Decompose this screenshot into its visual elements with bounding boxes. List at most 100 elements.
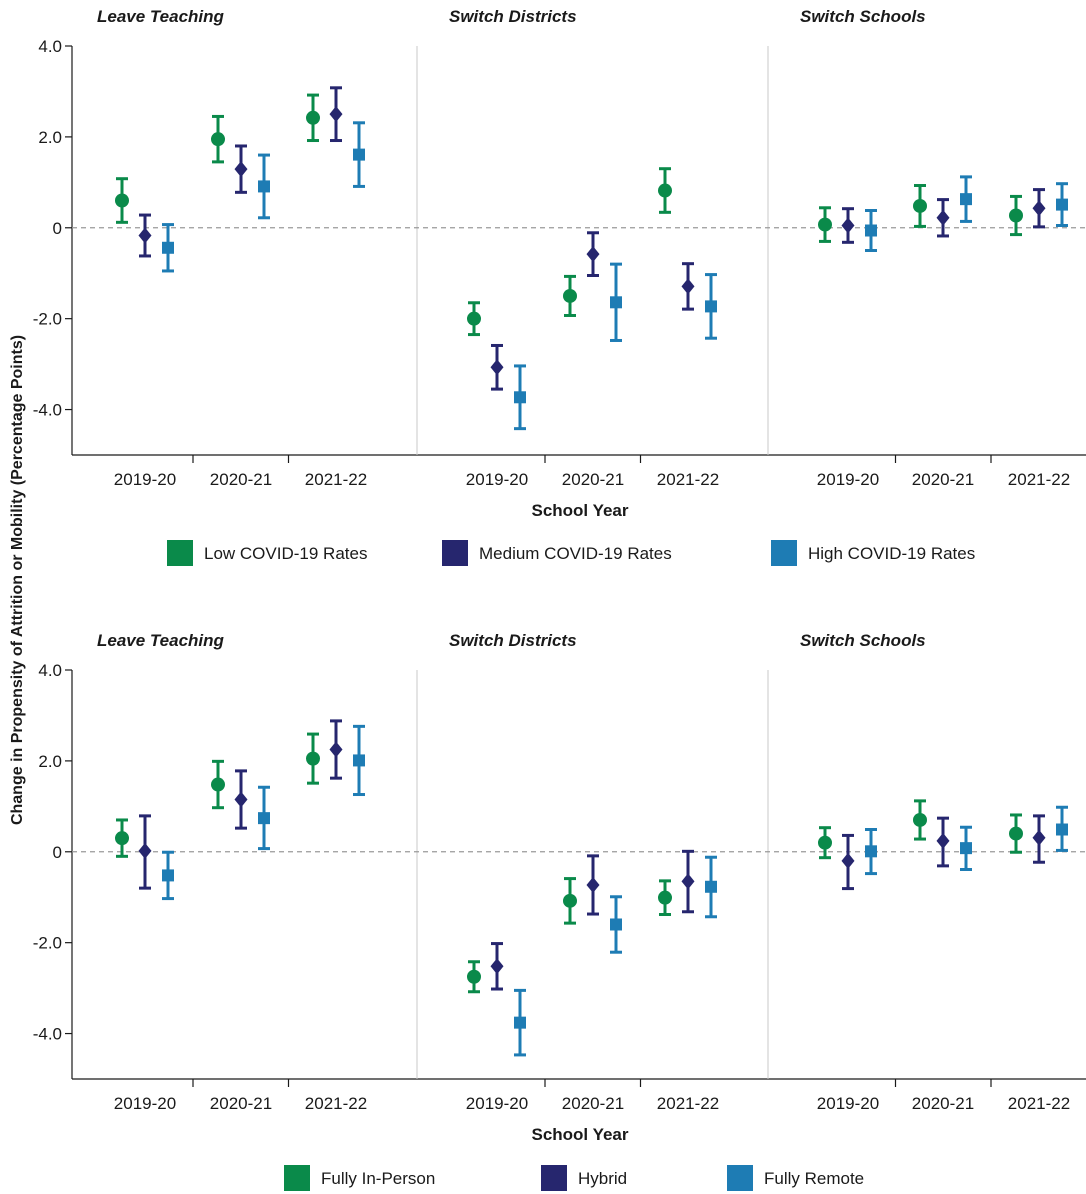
legend-label-fully-in-person: Fully In-Person	[321, 1169, 435, 1188]
data-point	[162, 241, 174, 254]
data-point	[514, 1016, 526, 1029]
data-point	[913, 812, 927, 827]
x-tick-label: 2021-22	[305, 1094, 367, 1113]
series-hybrid	[138, 719, 1046, 991]
data-point	[960, 842, 972, 855]
panel-title-switch-schools: Switch Schools	[800, 7, 926, 26]
x-tick-label: 2019-20	[466, 1094, 528, 1113]
series-fully-in-person	[115, 732, 1023, 994]
chart-covid-rates: 4.0 2.0 0 -2.0 -4.0 Leave Teaching Switch Dist…	[33, 7, 1086, 566]
legend-label-high-covid-19-rates: High COVID-19 Rates	[808, 544, 975, 563]
data-point	[115, 831, 129, 846]
data-point	[138, 842, 152, 859]
data-point	[115, 193, 129, 208]
data-point	[936, 832, 950, 849]
panel-title-switch-schools: Switch Schools	[800, 631, 926, 650]
data-point	[960, 193, 972, 206]
data-point	[514, 391, 526, 404]
x-tick-label: 2021-22	[1008, 470, 1070, 489]
data-point	[467, 969, 481, 984]
x-tick-label: 2019-20	[817, 470, 879, 489]
x-tick-label: 2020-21	[562, 1094, 624, 1113]
x-tick-label: 2019-20	[466, 470, 528, 489]
series-fully-remote	[162, 724, 1068, 1057]
data-point	[1032, 829, 1046, 846]
data-point	[353, 754, 365, 767]
data-point	[211, 777, 225, 792]
series-low-covid-19-rates	[115, 93, 1023, 337]
x-tick-label: 2021-22	[657, 1094, 719, 1113]
x-tick-label: 2019-20	[114, 1094, 176, 1113]
data-point	[818, 835, 832, 850]
data-point	[610, 918, 622, 931]
data-point	[234, 161, 248, 178]
data-point	[234, 791, 248, 808]
data-point	[1032, 200, 1046, 217]
legend-label-low-covid-19-rates: Low COVID-19 Rates	[204, 544, 367, 563]
data-point	[353, 148, 365, 161]
panel-title-switch-districts: Switch Districts	[449, 631, 577, 650]
data-point	[658, 183, 672, 198]
data-point	[1056, 198, 1068, 211]
data-point	[1009, 826, 1023, 841]
data-point	[705, 300, 717, 313]
legend-swatch-high-covid-19-rates	[771, 540, 797, 566]
data-point	[138, 227, 152, 244]
legend-swatch-fully-remote	[727, 1165, 753, 1191]
data-point	[1009, 208, 1023, 223]
data-point	[705, 880, 717, 893]
data-point	[490, 958, 504, 975]
data-point	[258, 812, 270, 825]
data-point	[586, 246, 600, 263]
data-point	[936, 209, 950, 226]
data-point	[563, 288, 577, 303]
data-point	[329, 741, 343, 758]
legend-swatch-low-covid-19-rates	[167, 540, 193, 566]
legend-label-fully-remote: Fully Remote	[764, 1169, 864, 1188]
data-point	[841, 217, 855, 234]
data-point	[563, 893, 577, 908]
series-medium-covid-19-rates	[138, 86, 1046, 391]
x-tick-label: 2020-21	[912, 470, 974, 489]
legend-label-medium-covid-19-rates: Medium COVID-19 Rates	[479, 544, 672, 563]
data-point	[681, 278, 695, 295]
data-point	[467, 311, 481, 326]
data-point	[818, 217, 832, 232]
y-axis-label: Change in Propensity of Attrition or Mob…	[9, 335, 26, 825]
data-point	[681, 873, 695, 890]
y-tick-label: -4.0	[33, 401, 62, 420]
x-tick-label: 2021-22	[657, 470, 719, 489]
data-point	[490, 359, 504, 376]
x-tick-label: 2021-22	[305, 470, 367, 489]
data-point	[610, 296, 622, 309]
data-point	[329, 106, 343, 123]
y-tick-label: 4.0	[38, 661, 62, 680]
y-tick-label: 0	[53, 843, 62, 862]
data-point	[865, 845, 877, 858]
data-point	[658, 890, 672, 905]
y-tick-label: 2.0	[38, 752, 62, 771]
x-tick-label: 2020-21	[912, 1094, 974, 1113]
data-point	[841, 852, 855, 869]
x-tick-label: 2020-21	[210, 1094, 272, 1113]
series-high-covid-19-rates	[162, 121, 1068, 431]
y-tick-label: -2.0	[33, 310, 62, 329]
legend-swatch-fully-in-person	[284, 1165, 310, 1191]
chart-instruction-mode: 4.0 2.0 0 -2.0 -4.0 Leave Teaching Switch Dist…	[33, 631, 1086, 1191]
data-point	[211, 132, 225, 147]
y-tick-label: 4.0	[38, 37, 62, 56]
data-point	[586, 876, 600, 893]
panel-title-leave-teaching: Leave Teaching	[97, 631, 225, 650]
legend-swatch-hybrid	[541, 1165, 567, 1191]
panel-title-leave-teaching: Leave Teaching	[97, 7, 225, 26]
y-tick-label: -4.0	[33, 1025, 62, 1044]
data-point	[306, 751, 320, 766]
data-point	[306, 110, 320, 125]
x-tick-label: 2020-21	[562, 470, 624, 489]
x-tick-label: 2021-22	[1008, 1094, 1070, 1113]
data-point	[162, 869, 174, 882]
y-tick-label: 0	[53, 219, 62, 238]
y-tick-label: 2.0	[38, 128, 62, 147]
legend-swatch-medium-covid-19-rates	[442, 540, 468, 566]
